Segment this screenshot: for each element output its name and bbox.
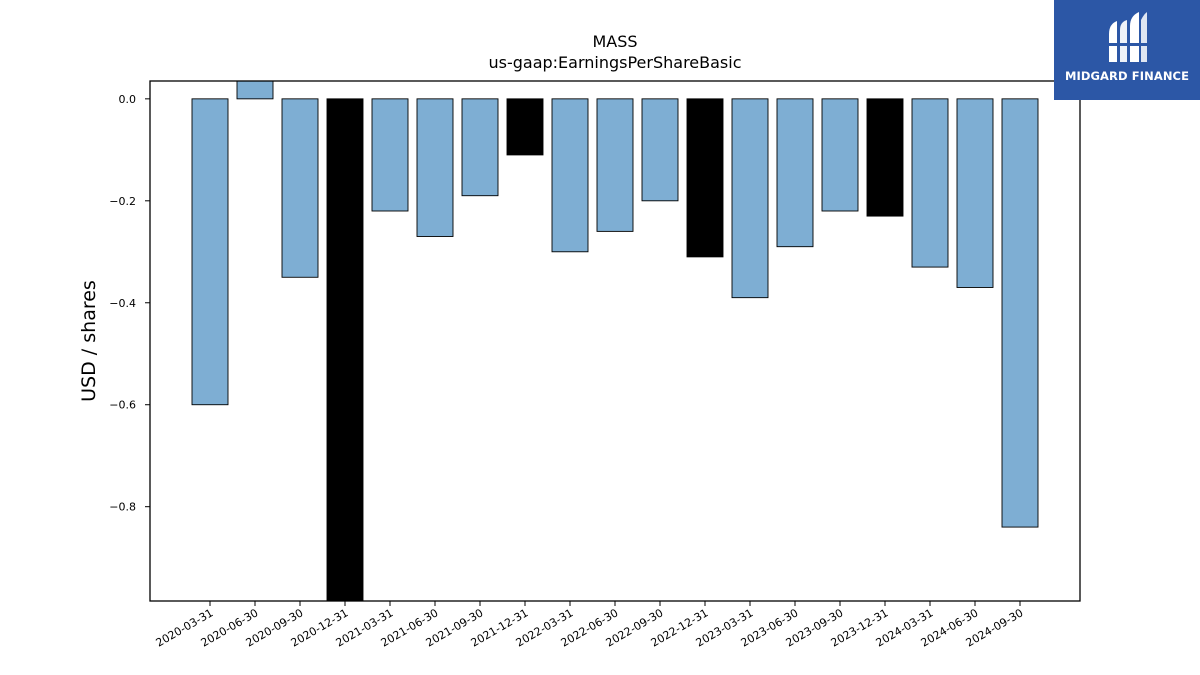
brand-name: MIDGARD FINANCE — [1064, 69, 1190, 83]
bar-2020-06-30 — [236, 81, 274, 100]
bar-2023-06-30 — [776, 98, 814, 248]
bar-2024-06-30 — [956, 98, 994, 288]
plot-frame — [149, 80, 1081, 602]
bar-2022-12-31 — [686, 98, 724, 258]
y-tick-label: −0.4 — [109, 297, 136, 310]
x-axis-ticks: 2020-03-312020-06-302020-09-302020-12-31… — [154, 601, 1026, 650]
bar-2024-09-30 — [1001, 98, 1039, 528]
bar-2021-03-31 — [371, 98, 409, 212]
bar-2023-12-31 — [866, 98, 904, 217]
bar-2020-09-30 — [281, 98, 319, 278]
bar-2021-09-30 — [461, 98, 499, 197]
y-tick-label: 0.0 — [119, 93, 137, 106]
chart-title: MASS — [592, 32, 637, 51]
bar-2021-06-30 — [416, 98, 454, 237]
bar-2021-12-31 — [506, 98, 544, 156]
bar-2023-09-30 — [821, 98, 859, 212]
y-tick-label: −0.2 — [109, 195, 136, 208]
y-tick-label: −0.8 — [109, 501, 136, 514]
chart-subtitle: us-gaap:EarningsPerShareBasic — [488, 53, 741, 72]
bar-2020-12-31 — [326, 98, 364, 601]
midgard-m-logo-icon — [1109, 12, 1147, 62]
bar-2022-09-30 — [641, 98, 679, 202]
bar-2020-03-31 — [191, 98, 229, 406]
bar-2023-03-31 — [731, 98, 769, 299]
y-axis-label: USD / shares — [78, 280, 100, 402]
y-tick-label: −0.6 — [109, 399, 136, 412]
bar-2022-03-31 — [551, 98, 589, 253]
y-axis-ticks: 0.0 −0.2 −0.4 −0.6 −0.8 — [109, 93, 150, 514]
midgard-finance-logo: MIDGARD FINANCE — [1054, 0, 1200, 100]
bar-2024-03-31 — [911, 98, 949, 268]
bars-layer — [191, 81, 1039, 601]
bar-2022-06-30 — [596, 98, 634, 232]
